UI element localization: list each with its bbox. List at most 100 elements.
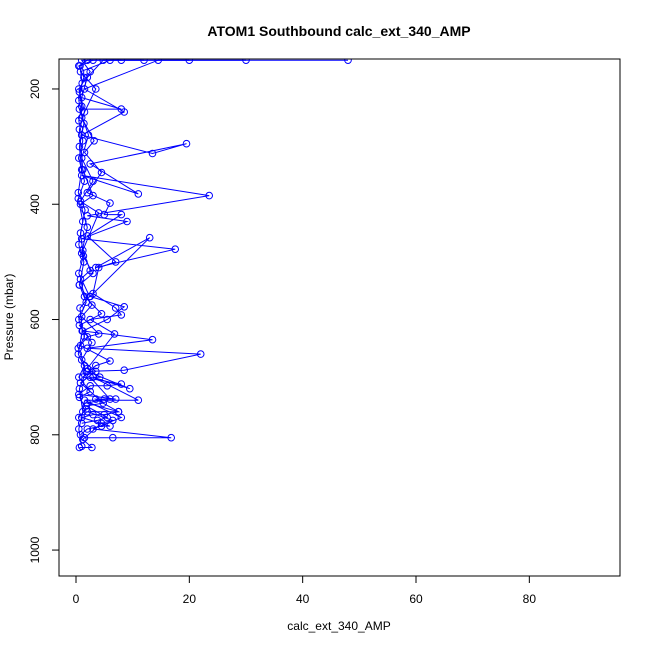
data-point (167, 433, 175, 442)
data-point (117, 210, 126, 219)
data-point (80, 73, 88, 82)
series-line (77, 59, 122, 436)
data-point (75, 62, 83, 70)
data-point (145, 233, 154, 242)
data-point (100, 410, 109, 419)
data-point (77, 419, 86, 428)
data-point (93, 416, 102, 425)
data-point (92, 85, 100, 93)
data-point (103, 315, 111, 324)
data-point (80, 258, 88, 266)
series-line (78, 59, 144, 424)
data-point (185, 59, 194, 64)
data-point (110, 330, 119, 338)
data-point (75, 315, 83, 324)
data-point (83, 399, 92, 407)
data-point (92, 367, 100, 376)
data-point (82, 298, 90, 307)
data-point (89, 269, 97, 278)
data-point (196, 350, 205, 358)
data-point (86, 387, 94, 396)
data-point (75, 393, 84, 402)
series-line (79, 59, 246, 448)
data-point (83, 223, 92, 232)
data-point (86, 382, 94, 390)
data-point (86, 315, 94, 324)
data-point (80, 333, 89, 341)
x-axis-label: calc_ext_340_AMP (287, 619, 390, 633)
data-point (97, 168, 106, 177)
chart-title: ATOM1 Southbound calc_ext_340_AMP (207, 23, 470, 39)
data-point (171, 245, 179, 253)
data-point (88, 338, 96, 347)
data-point (89, 177, 97, 185)
data-point (89, 289, 97, 298)
data-point (126, 384, 134, 393)
data-point (75, 443, 84, 452)
data-point (94, 330, 103, 338)
data-point (75, 240, 83, 249)
x-tick-label: 60 (409, 592, 423, 606)
x-tick-label: 40 (296, 592, 310, 606)
data-point (148, 149, 157, 158)
data-point (134, 190, 143, 198)
y-axis-label: Pressure (mbar) (2, 274, 16, 361)
data-point (75, 116, 83, 125)
data-point (120, 303, 128, 311)
data-point (82, 405, 90, 413)
data-point (77, 249, 86, 257)
data-point (84, 131, 93, 139)
data-point (148, 335, 157, 344)
data-point (79, 137, 87, 145)
data-point (97, 422, 106, 430)
data-point (205, 191, 213, 200)
y-tick-label: 800 (28, 424, 42, 444)
data-point (103, 382, 111, 390)
data-point (100, 210, 109, 219)
series-2 (77, 59, 352, 442)
data-point (111, 304, 120, 312)
data-point (83, 425, 92, 433)
data-point (74, 188, 83, 197)
data-point (79, 217, 87, 226)
data-point (86, 373, 94, 382)
data-point (344, 59, 352, 64)
data-point (75, 373, 83, 382)
data-point (97, 310, 106, 318)
data-point (79, 373, 87, 382)
data-point (83, 59, 92, 64)
data-point (111, 258, 120, 266)
series-line (77, 59, 190, 418)
y-tick-label: 400 (28, 194, 42, 214)
data-point (75, 142, 84, 151)
data-point (94, 209, 103, 217)
data-point (76, 275, 85, 284)
data-point (76, 431, 85, 439)
data-point (75, 384, 84, 393)
data-point (88, 443, 96, 452)
y-tick-label: 600 (28, 309, 42, 329)
data-point (114, 407, 123, 416)
y-tick-label: 1000 (28, 536, 42, 563)
x-tick-label: 80 (523, 592, 537, 606)
data-point (86, 160, 94, 168)
plot-area (74, 59, 352, 452)
data-point (74, 350, 83, 358)
data-point (75, 413, 83, 422)
data-point (182, 139, 191, 148)
data-point (111, 395, 120, 403)
data-point (75, 390, 83, 399)
data-point (86, 67, 94, 76)
data-point (75, 154, 83, 162)
data-point (117, 105, 126, 113)
data-point (77, 102, 86, 111)
data-point (75, 85, 83, 93)
x-tick-label: 0 (73, 592, 80, 606)
data-point (92, 361, 100, 370)
data-point (90, 137, 98, 145)
y-tick-label: 200 (28, 79, 42, 99)
x-tick-label: 20 (183, 592, 197, 606)
data-point (106, 199, 114, 207)
series-6 (74, 59, 194, 422)
